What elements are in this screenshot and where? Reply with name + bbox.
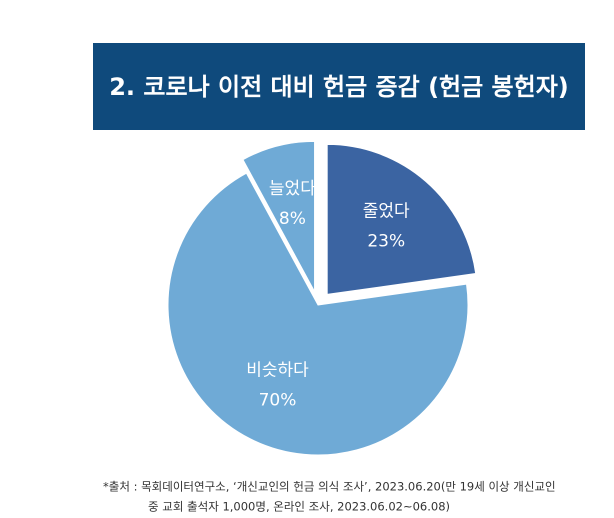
slice-label: 늘었다 bbox=[269, 179, 316, 199]
source-note: 중 교회 출석자 1,000명, 온라인 조사, 2023.06.02~06.0… bbox=[148, 500, 450, 514]
slice-label: 줄었다 bbox=[363, 201, 410, 221]
slice-label: 비슷하다 bbox=[246, 360, 309, 380]
chart-title: 2. 코로나 이전 대비 헌금 증감 (헌금 봉헌자) bbox=[109, 73, 569, 101]
value-label: 8% bbox=[279, 209, 306, 229]
pie-slice bbox=[242, 140, 316, 292]
source-note: *출처 : 목회데이터연구소, ‘개신교인의 헌금 의식 조사’, 2023.0… bbox=[103, 480, 556, 494]
value-label: 23% bbox=[367, 231, 405, 251]
pie-slice bbox=[167, 172, 469, 456]
value-label: 70% bbox=[259, 390, 297, 410]
pie-slice bbox=[326, 143, 477, 296]
title-box bbox=[93, 43, 585, 130]
